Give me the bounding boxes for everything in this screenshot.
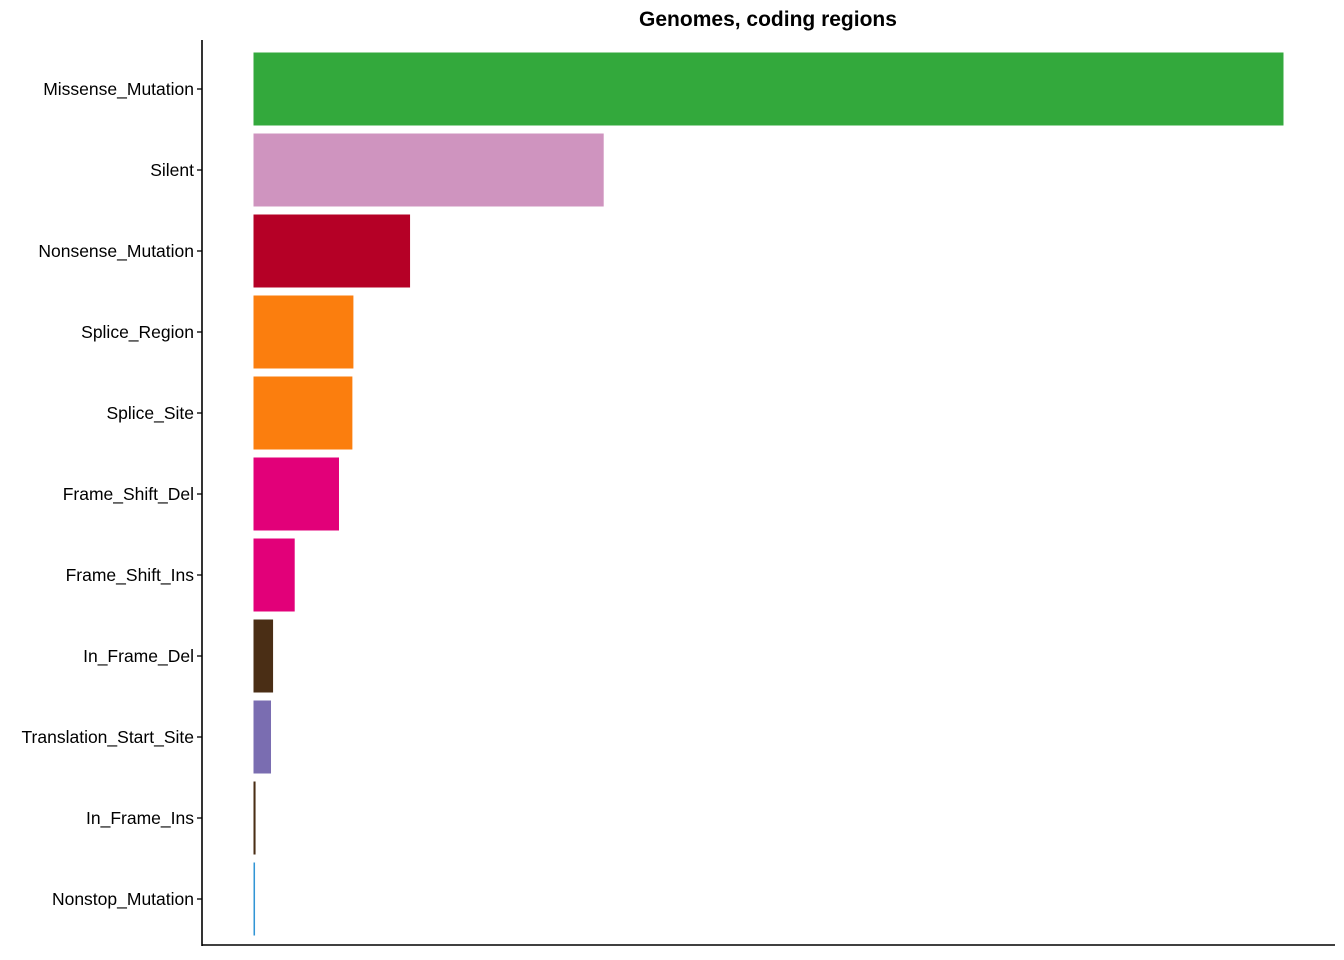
- bar-nonsense-mutation: [253, 214, 411, 288]
- bar-translation-start-site: [253, 700, 272, 774]
- y-tick-label: Nonsense_Mutation: [38, 241, 194, 262]
- y-tick-label: In_Frame_Ins: [86, 808, 194, 829]
- y-axis-ticks: Missense_Mutation Silent Nonsense_Mutation…: [22, 79, 202, 910]
- bar-in-frame-ins: [253, 781, 256, 855]
- y-tick-label: Frame_Shift_Del: [63, 484, 194, 505]
- bar-splice-site: [253, 376, 353, 450]
- bar-frame-shift-del: [253, 457, 339, 531]
- bar-nonstop-mutation: [253, 862, 256, 936]
- y-tick-label: Splice_Region: [81, 322, 194, 343]
- y-tick-label: Missense_Mutation: [43, 79, 194, 100]
- chart-title: Genomes, coding regions: [639, 8, 897, 31]
- y-tick-label: In_Frame_Del: [83, 646, 194, 667]
- bar-in-frame-del: [253, 619, 274, 693]
- bars-group: [253, 52, 1284, 936]
- y-tick-label: Silent: [150, 160, 194, 180]
- y-tick-label: Splice_Site: [106, 403, 194, 424]
- bar-missense-mutation: [253, 52, 1284, 126]
- y-tick-label: Frame_Shift_Ins: [66, 565, 195, 586]
- y-tick-label: Translation_Start_Site: [22, 727, 195, 748]
- bar-splice-region: [253, 295, 354, 369]
- bar-frame-shift-ins: [253, 538, 295, 612]
- y-tick-label: Nonstop_Mutation: [52, 889, 194, 910]
- bar-silent: [253, 133, 604, 207]
